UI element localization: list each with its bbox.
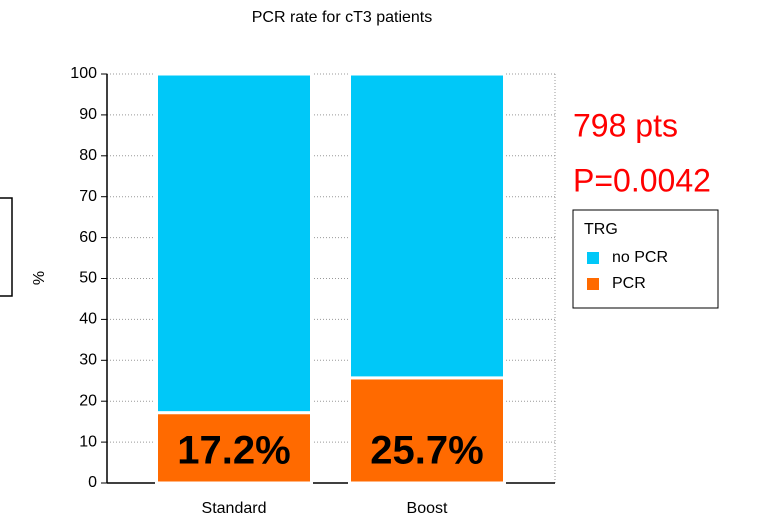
y-tick-label: 100: [70, 65, 97, 82]
x-tick-label: Boost: [407, 500, 448, 517]
y-tick-label: 70: [79, 188, 97, 205]
x-tick-label: Standard: [202, 500, 267, 517]
y-tick-label: 80: [79, 147, 97, 164]
y-tick-label: 0: [88, 474, 97, 491]
bar-segment: [348, 376, 506, 485]
legend-label: PCR: [612, 275, 646, 292]
data-label: 17.2%: [177, 429, 290, 473]
y-tick-label: 90: [79, 106, 97, 123]
annotation: P=0.0042: [573, 162, 711, 198]
y-tick-label: 30: [79, 352, 97, 369]
legend-label: no PCR: [612, 249, 668, 266]
legend-swatch: [587, 252, 599, 264]
y-axis-label: %: [31, 271, 48, 285]
bar-segment: [348, 72, 506, 380]
chart-title: PCR rate for cT3 patients: [252, 9, 433, 26]
annotation: 798 pts: [573, 107, 678, 143]
y-tick-label: 40: [79, 311, 97, 328]
data-label: 25.7%: [370, 429, 483, 473]
y-tick-label: 50: [79, 270, 97, 287]
y-tick-label: 10: [79, 433, 97, 450]
legend-swatch: [587, 278, 599, 290]
bar-segment: [155, 72, 313, 415]
legend-title: TRG: [584, 221, 618, 238]
frame-fragment: [0, 197, 13, 297]
y-tick-label: 60: [79, 229, 97, 246]
y-tick-label: 20: [79, 392, 97, 409]
